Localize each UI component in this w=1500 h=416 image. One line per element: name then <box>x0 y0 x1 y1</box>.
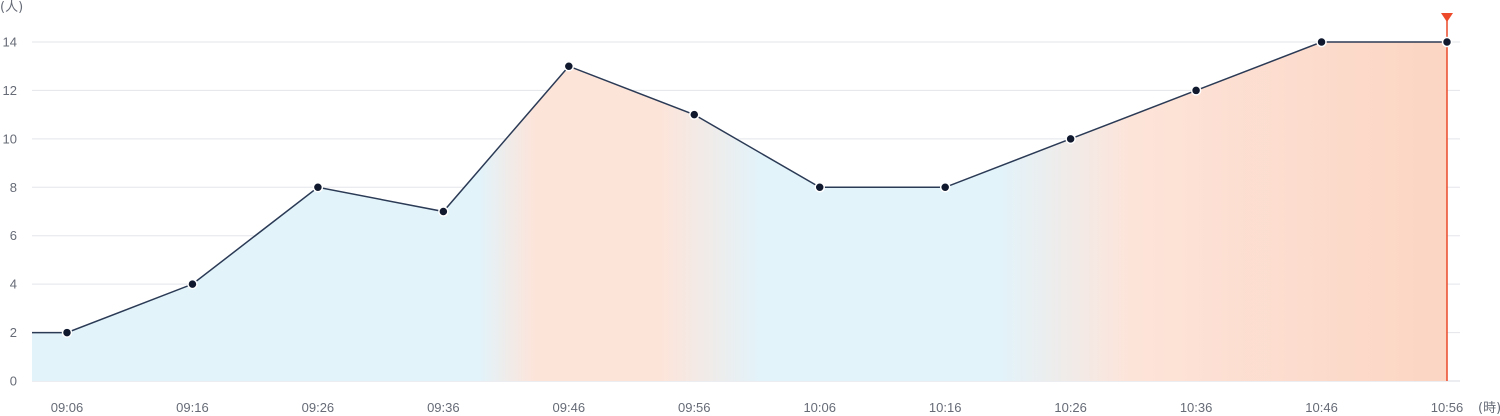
x-tick-label: 09:46 <box>553 400 586 415</box>
data-point[interactable] <box>438 206 449 217</box>
data-point[interactable] <box>1441 36 1453 48</box>
data-point[interactable] <box>1190 85 1202 96</box>
y-tick-label: 6 <box>10 228 17 243</box>
x-tick-label: 10:26 <box>1054 400 1087 415</box>
data-point[interactable] <box>563 60 575 72</box>
x-axis-unit: (時) <box>1478 401 1500 416</box>
x-tick-label: 09:06 <box>51 400 84 415</box>
y-axis-unit: (人) <box>0 0 23 15</box>
x-tick-label: 09:56 <box>678 400 711 415</box>
x-tick-label: 10:16 <box>929 400 962 415</box>
current-time-marker-icon <box>1441 13 1453 22</box>
data-point[interactable] <box>1065 133 1076 145</box>
x-tick-label: 10:06 <box>803 400 836 415</box>
data-point[interactable] <box>814 182 825 193</box>
y-tick-label: 2 <box>10 325 17 340</box>
y-tick-label: 12 <box>3 83 17 98</box>
data-point[interactable] <box>939 182 951 193</box>
data-point[interactable] <box>689 109 700 120</box>
y-tick-label: 10 <box>3 131 17 146</box>
x-tick-label: 09:36 <box>427 400 460 415</box>
data-point[interactable] <box>61 327 73 338</box>
x-tick-label: 09:26 <box>302 400 335 415</box>
x-tick-label: 10:36 <box>1180 400 1213 415</box>
data-point[interactable] <box>187 278 198 290</box>
data-point[interactable] <box>312 182 324 193</box>
area-fill <box>32 42 1447 381</box>
x-tick-label: 09:16 <box>176 400 209 415</box>
y-tick-label: 14 <box>3 35 17 50</box>
x-tick-label: 10:56 <box>1431 400 1464 415</box>
y-tick-label: 8 <box>10 180 17 195</box>
y-tick-label: 0 <box>10 374 17 389</box>
y-tick-label: 4 <box>10 277 17 292</box>
x-tick-label: 10:46 <box>1305 400 1338 415</box>
data-point[interactable] <box>1316 36 1327 48</box>
